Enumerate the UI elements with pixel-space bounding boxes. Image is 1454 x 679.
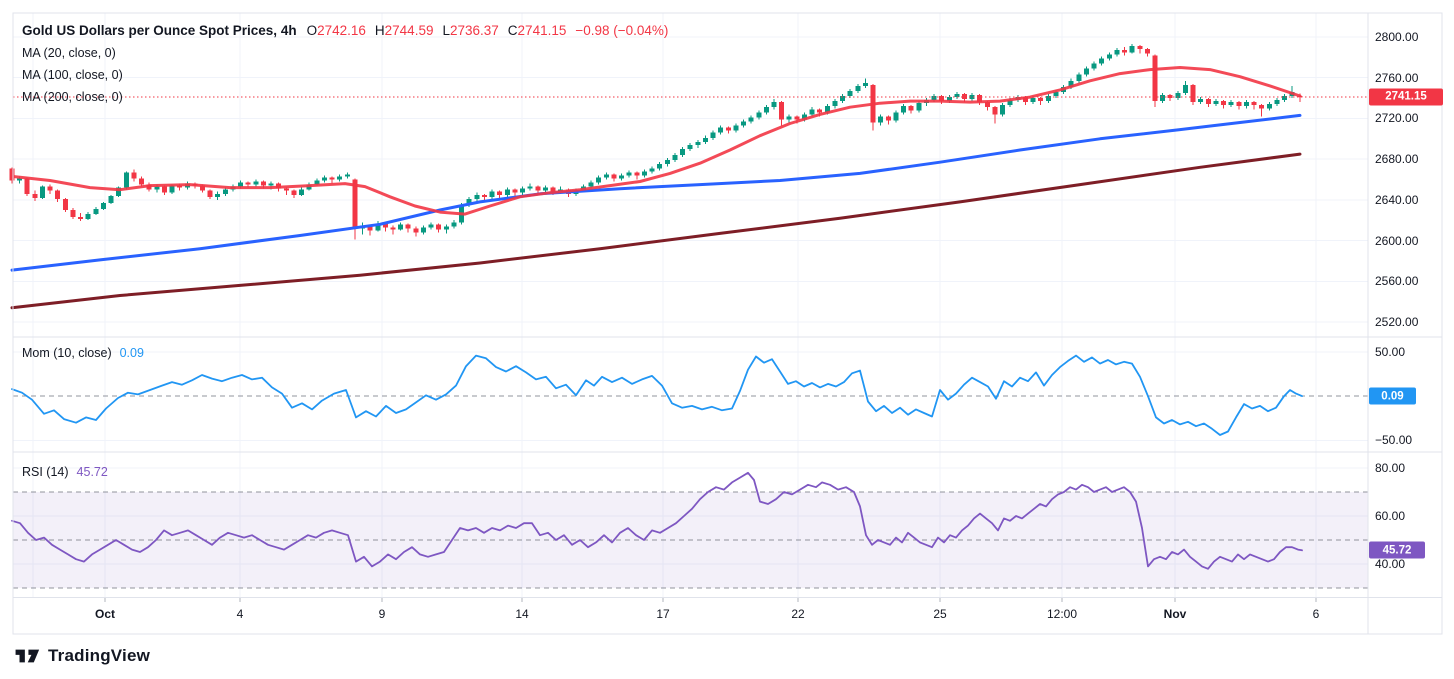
time-axis-label: 17 bbox=[656, 607, 670, 621]
time-axis-label: 12:00 bbox=[1046, 607, 1078, 621]
ohlc-high: H2744.59 bbox=[374, 23, 434, 38]
price-axis-label: 80.00 bbox=[1375, 461, 1406, 475]
rsi-label: RSI (14) bbox=[22, 465, 69, 479]
price-axis-label: 2560.00 bbox=[1375, 274, 1419, 289]
ma100-legend[interactable]: MA (100, close, 0) bbox=[22, 68, 123, 82]
momentum-value: 0.09 bbox=[119, 346, 144, 360]
ma100-line[interactable] bbox=[10, 113, 1302, 272]
price-axis-label: 40.00 bbox=[1375, 557, 1406, 571]
momentum-legend[interactable]: Mom (10, close) 0.09 bbox=[22, 346, 144, 360]
ohlc-low: L2736.37 bbox=[442, 23, 499, 38]
panel-separators bbox=[12, 12, 1443, 635]
time-axis-label: 6 bbox=[1312, 607, 1320, 621]
time-axis-label: 25 bbox=[933, 607, 947, 621]
price-axis-label: 2640.00 bbox=[1375, 192, 1419, 207]
mom-value-badge: 0.09 bbox=[1369, 387, 1416, 405]
tradingview-brand[interactable]: TradingView bbox=[14, 646, 150, 666]
time-axis-label: Oct bbox=[94, 607, 116, 621]
price-axis-label: 60.00 bbox=[1375, 509, 1406, 523]
ma200-line[interactable] bbox=[10, 152, 1302, 310]
price-gridlines bbox=[13, 36, 1368, 565]
price-axis-label: 2760.00 bbox=[1375, 70, 1419, 85]
ohlc-open: O2742.16 bbox=[306, 23, 366, 38]
price-axis-label: −50.00 bbox=[1375, 433, 1413, 448]
time-axis-label: 4 bbox=[236, 607, 244, 621]
symbol-title[interactable]: Gold US Dollars per Ounce Spot Prices, 4… bbox=[22, 23, 297, 38]
time-gridlines bbox=[32, 13, 1317, 597]
chart-legend: Gold US Dollars per Ounce Spot Prices, 4… bbox=[22, 20, 668, 108]
time-axis-label: 9 bbox=[378, 607, 386, 621]
price-axis-label: 2800.00 bbox=[1375, 30, 1419, 44]
time-axis[interactable]: Oct 4 9 14 17 22 25 12:00 Nov 6 bbox=[0, 597, 1454, 634]
ohlc-close: C2741.15 bbox=[507, 23, 567, 38]
price-change: −0.98 (−0.04%) bbox=[575, 23, 669, 38]
rsi-value: 45.72 bbox=[76, 465, 108, 479]
ma20-line[interactable] bbox=[10, 66, 1302, 216]
price-axis[interactable]: 2800.00 2760.00 2720.00 2680.00 2640.00 2600.… bbox=[1368, 0, 1454, 634]
candlestick-series[interactable] bbox=[9, 44, 1303, 240]
tradingview-brand-text: TradingView bbox=[48, 646, 151, 665]
tradingview-logo-icon bbox=[15, 649, 40, 663]
rsi-line[interactable] bbox=[11, 471, 1303, 570]
price-value-badge: 2741.15 bbox=[1369, 88, 1443, 106]
time-axis-label: 14 bbox=[515, 607, 529, 621]
momentum-line[interactable] bbox=[11, 354, 1303, 436]
price-axis-label: 2600.00 bbox=[1375, 233, 1419, 248]
time-tick-marks bbox=[104, 598, 1317, 602]
price-axis-label: 50.00 bbox=[1375, 345, 1406, 360]
time-axis-label: 22 bbox=[791, 607, 805, 621]
momentum-label: Mom (10, close) bbox=[22, 346, 112, 360]
ma200-legend[interactable]: MA (200, close, 0) bbox=[22, 90, 123, 104]
rsi-value-badge: 45.72 bbox=[1369, 541, 1425, 559]
price-axis-label: 2680.00 bbox=[1375, 152, 1419, 167]
time-axis-label: Nov bbox=[1163, 607, 1187, 621]
ma20-legend[interactable]: MA (20, close, 0) bbox=[22, 46, 116, 60]
rsi-legend[interactable]: RSI (14) 45.72 bbox=[22, 465, 108, 479]
price-axis-label: 2720.00 bbox=[1375, 111, 1419, 126]
dashed-levels bbox=[13, 395, 1368, 589]
symbol-legend-row[interactable]: Gold US Dollars per Ounce Spot Prices, 4… bbox=[22, 20, 668, 42]
price-axis-label: 2520.00 bbox=[1375, 315, 1419, 329]
